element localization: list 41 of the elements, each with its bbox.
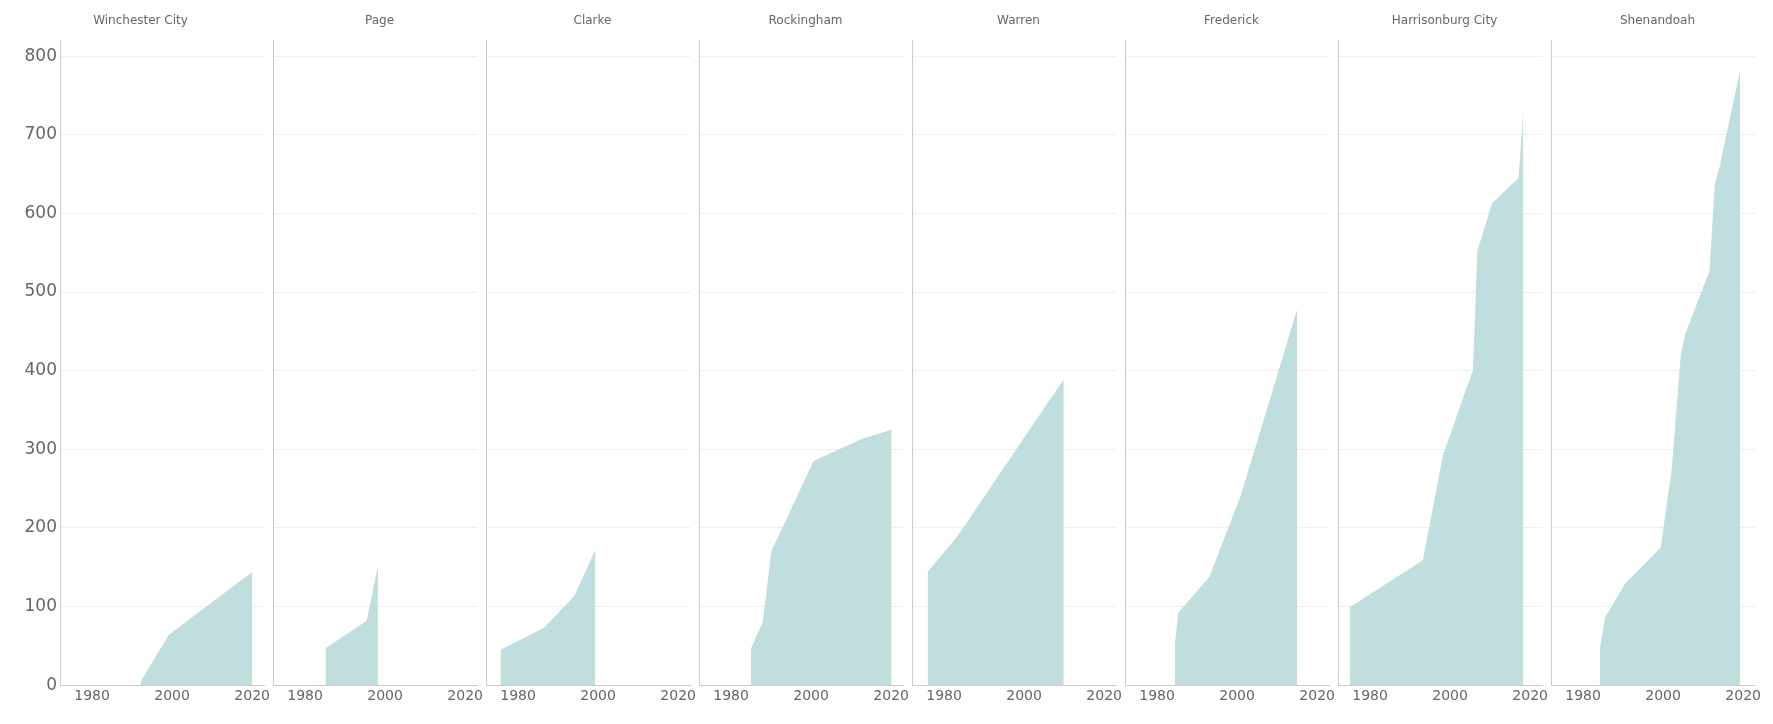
x-tick-label: 2000 xyxy=(1006,687,1042,704)
x-tick-label: 1980 xyxy=(713,687,749,704)
chart-title: Frederick xyxy=(1204,13,1259,28)
x-tick-label: 2020 xyxy=(1512,687,1549,704)
x-tick-label: 2020 xyxy=(1086,687,1123,704)
x-tick-label: 2020 xyxy=(1725,687,1762,704)
x-tick-label: 1980 xyxy=(500,687,536,704)
chart-title: Shenandoah xyxy=(1619,13,1696,28)
chart-title: Page xyxy=(364,13,395,28)
x-tick-label: 2020 xyxy=(660,687,697,704)
y-tick-label: 700 xyxy=(24,123,57,144)
chart-title: Harrisonburg City xyxy=(1391,13,1498,28)
x-tick-label: 1980 xyxy=(1565,687,1601,704)
x-tick-label: 2020 xyxy=(234,687,271,704)
x-tick-label: 2020 xyxy=(447,687,484,704)
y-tick-label: 500 xyxy=(24,280,57,301)
x-tick-label: 2020 xyxy=(1299,687,1336,704)
chart-title: Rockingham xyxy=(768,13,843,28)
x-tick-label: 2000 xyxy=(1645,687,1681,704)
x-tick-label: 1980 xyxy=(287,687,323,704)
x-tick-label: 2020 xyxy=(873,687,910,704)
y-tick-label: 400 xyxy=(24,359,57,380)
y-tick-label: 800 xyxy=(24,44,57,65)
x-tick-label: 1980 xyxy=(926,687,962,704)
chart-title: Clarke xyxy=(573,13,612,28)
x-tick-label: 2000 xyxy=(367,687,403,704)
x-tick-label: 1980 xyxy=(1352,687,1388,704)
x-tick-label: 2000 xyxy=(580,687,616,704)
x-tick-label: 2000 xyxy=(154,687,190,704)
y-tick-label: 0 xyxy=(46,673,57,694)
chart-title: Winchester City xyxy=(93,13,188,28)
x-tick-label: 2000 xyxy=(1432,687,1468,704)
x-tick-label: 1980 xyxy=(74,687,110,704)
x-tick-label: 1980 xyxy=(1139,687,1175,704)
y-tick-label: 200 xyxy=(24,516,57,537)
y-tick-label: 300 xyxy=(24,437,57,458)
y-tick-label: 600 xyxy=(24,201,57,222)
x-tick-label: 2000 xyxy=(1219,687,1255,704)
chart-title: Warren xyxy=(997,13,1040,28)
x-tick-label: 2000 xyxy=(793,687,829,704)
y-tick-label: 100 xyxy=(24,594,57,615)
